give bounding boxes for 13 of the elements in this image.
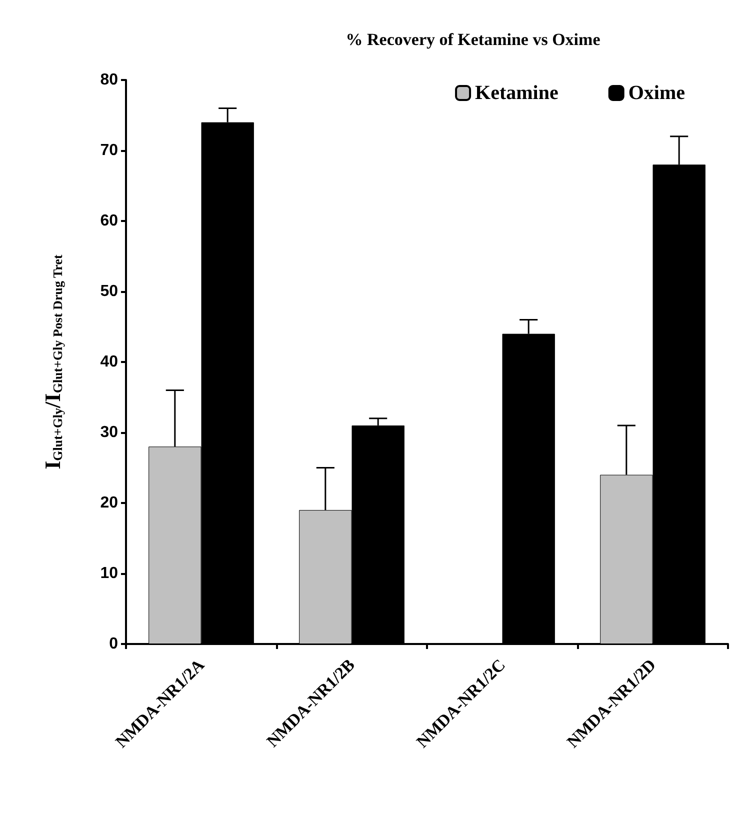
- y-tick-label: 10: [100, 565, 118, 582]
- legend-label: Ketamine: [475, 82, 558, 104]
- y-tick-label: 40: [100, 354, 118, 370]
- y-tick-label: 0: [109, 636, 118, 652]
- y-tick-label: 80: [100, 72, 118, 88]
- chart-title: % Recovery of Ketamine vs Oxime: [346, 30, 601, 49]
- y-tick-label: 70: [100, 142, 118, 159]
- y-tick-label: 20: [100, 494, 118, 512]
- y-tick-label: 60: [100, 212, 118, 230]
- y-tick-label: 50: [100, 283, 118, 300]
- legend-label: Oxime: [628, 82, 686, 104]
- y-axis-title: IGlut+Gly/IGlut+Gly Post Drug Tret: [40, 254, 65, 470]
- y-tick-label: 30: [100, 424, 118, 441]
